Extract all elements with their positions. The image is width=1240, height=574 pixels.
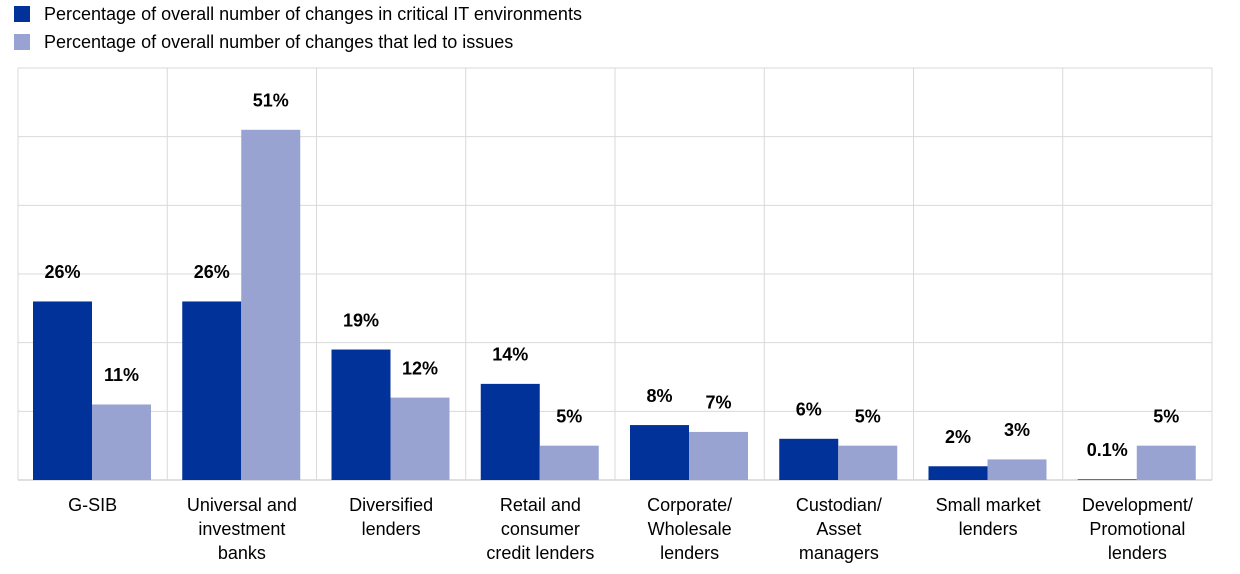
x-tick-label-line: Custodian/ (796, 495, 882, 515)
value-label: 11% (104, 365, 139, 385)
x-tick-label-line: Asset (816, 519, 861, 539)
x-tick-label-line: Promotional (1089, 519, 1185, 539)
x-tick-label-line: Diversified (349, 495, 433, 515)
value-label: 5% (855, 406, 881, 426)
bar (779, 438, 839, 480)
bar (539, 445, 599, 480)
x-tick-label-line: Development/ (1082, 495, 1193, 515)
value-label: 12% (402, 358, 438, 378)
value-label: 51% (253, 91, 289, 111)
bar (480, 383, 540, 480)
x-tick-label-line: lenders (660, 543, 719, 563)
x-tick-label-line: lenders (1108, 543, 1167, 563)
bar (390, 397, 450, 480)
x-tick-label: Small market lenders (936, 495, 1041, 539)
value-label: 14% (492, 345, 528, 365)
value-label: 8% (646, 386, 672, 406)
x-tick-label: Corporate/Wholesale lenders (647, 495, 732, 563)
x-tick-label: Diversified lenders (349, 495, 433, 539)
value-label: 26% (194, 262, 230, 282)
x-tick-label: Universal and investment banks (187, 495, 297, 563)
x-tick-label-line: G-SIB (68, 495, 117, 515)
x-tick-label-line: Wholesale (648, 519, 732, 539)
x-tick-label-line: credit lenders (486, 543, 594, 563)
x-tick-label-line: Corporate/ (647, 495, 732, 515)
bar (838, 445, 898, 480)
x-tick-label-line: investment (198, 519, 285, 539)
legend-swatch (14, 34, 30, 50)
legend-label: Percentage of overall number of changes … (44, 4, 582, 24)
x-tick-label-line: lenders (959, 519, 1018, 539)
x-tick-label-line: Universal and (187, 495, 297, 515)
bar (689, 431, 748, 480)
x-tick-label: Custodian/Asset managers (796, 495, 882, 563)
bar (1136, 445, 1196, 480)
bar (241, 129, 301, 481)
x-tick-label: Development/Promotional lenders (1082, 495, 1193, 563)
x-tick-label-line: Small market (936, 495, 1041, 515)
x-tick-label-line: banks (218, 543, 266, 563)
x-tick-label-line: consumer (501, 519, 580, 539)
value-label: 5% (556, 406, 582, 426)
bar (92, 404, 151, 480)
bar (987, 459, 1047, 480)
x-tick-label-line: Retail and (500, 495, 581, 515)
value-label: 6% (796, 400, 822, 420)
x-tick-label: Retail and consumer credit lenders (486, 495, 594, 563)
bar (331, 349, 391, 480)
legend-swatch (14, 6, 30, 22)
x-tick-label: G-SIB (68, 495, 117, 515)
bar (182, 301, 242, 480)
bar (928, 466, 988, 480)
legend-label: Percentage of overall number of changes … (44, 32, 513, 52)
value-label: 0.1% (1087, 440, 1128, 460)
x-tick-label-line: managers (799, 543, 879, 563)
bar (630, 425, 689, 480)
value-label: 3% (1004, 420, 1030, 440)
bar (1077, 479, 1137, 480)
value-label: 2% (945, 427, 971, 447)
bar (33, 301, 92, 480)
x-tick-label-line: lenders (362, 519, 421, 539)
value-label: 5% (1153, 406, 1179, 426)
value-label: 19% (343, 310, 379, 330)
value-label: 7% (705, 393, 731, 413)
value-label: 26% (44, 262, 80, 282)
